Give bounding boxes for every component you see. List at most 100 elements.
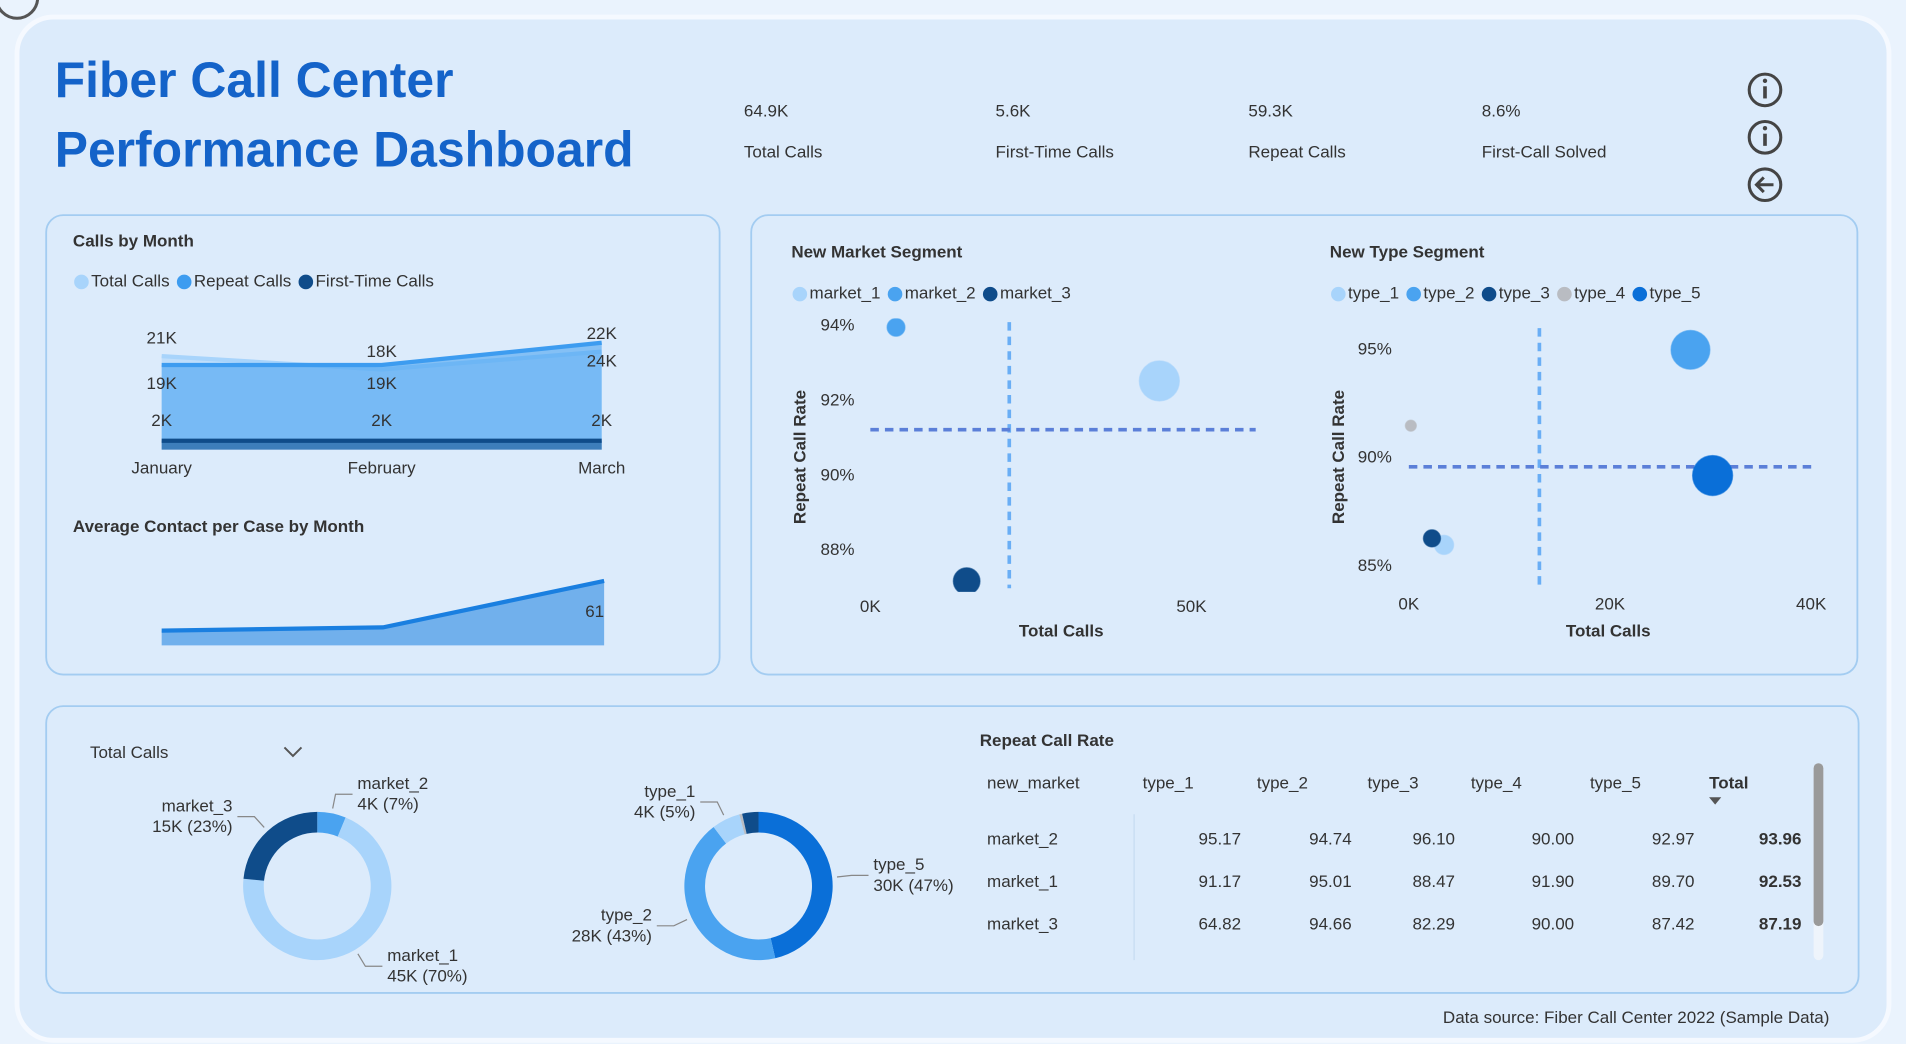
info-icon[interactable] bbox=[1747, 120, 1783, 155]
slice-label: type_1 bbox=[644, 782, 695, 801]
bubble bbox=[1404, 419, 1417, 432]
legend-label: type_5 bbox=[1650, 284, 1701, 303]
table-cell: 92.53 bbox=[1759, 872, 1802, 891]
data-label: 2K bbox=[151, 411, 172, 430]
x-axis-title: Total Calls bbox=[1566, 621, 1651, 640]
column-header[interactable]: type_1 bbox=[1143, 773, 1194, 792]
legend-marker bbox=[74, 274, 89, 290]
y-tick-label: 90% bbox=[821, 465, 855, 484]
table-cell: 96.10 bbox=[1412, 829, 1455, 848]
y-tick-label: 94% bbox=[821, 315, 855, 334]
legend-label: Repeat Calls bbox=[194, 271, 291, 290]
donut-slice bbox=[739, 813, 747, 835]
legend-marker bbox=[1481, 286, 1497, 302]
table-cell: 89.70 bbox=[1652, 872, 1695, 891]
table-cell: 87.19 bbox=[1759, 914, 1802, 933]
column-header[interactable]: type_3 bbox=[1368, 773, 1419, 792]
kpi-label: First-Time Calls bbox=[996, 143, 1114, 162]
plot-area bbox=[1404, 329, 1734, 556]
sort-caret[interactable] bbox=[1709, 797, 1722, 805]
table-cell: 94.74 bbox=[1309, 829, 1352, 848]
y-tick-label: 95% bbox=[1358, 339, 1392, 358]
legend-marker bbox=[1331, 286, 1346, 302]
bubble bbox=[1422, 529, 1442, 548]
x-tick-label: 40K bbox=[1796, 595, 1827, 614]
data-label: 24K bbox=[587, 352, 618, 371]
legend-marker bbox=[298, 274, 314, 290]
column-header[interactable]: type_4 bbox=[1471, 773, 1522, 792]
slicer[interactable]: Total Calls bbox=[90, 743, 303, 762]
slice-label: type_5 bbox=[873, 855, 924, 874]
table-cell: 90.00 bbox=[1532, 829, 1575, 848]
legend-label: type_3 bbox=[1499, 284, 1550, 303]
legend-label: type_4 bbox=[1574, 284, 1625, 303]
y-tick-label: 85% bbox=[1358, 556, 1392, 575]
donut-slice bbox=[317, 811, 346, 837]
data-label: 21K bbox=[147, 329, 178, 348]
x-tick-label: March bbox=[578, 459, 625, 478]
slice-value: 45K (70%) bbox=[387, 967, 467, 986]
kpi-value: 59.3K bbox=[1248, 101, 1293, 120]
slicer-label[interactable]: Total Calls bbox=[90, 743, 168, 762]
table-cell: 91.17 bbox=[1199, 872, 1242, 891]
scrollbar[interactable] bbox=[1813, 763, 1824, 927]
leader-line bbox=[237, 816, 265, 828]
bubble bbox=[1138, 360, 1181, 402]
kpi-value: 64.9K bbox=[744, 101, 789, 120]
kpi-label: Repeat Calls bbox=[1248, 143, 1345, 162]
leader-line bbox=[836, 874, 869, 878]
dashboard-title: Fiber Call Center Performance Dashboard bbox=[54, 52, 634, 178]
title-box: Fiber Call Center Performance Dashboard bbox=[54, 52, 634, 178]
table-cell: 95.01 bbox=[1309, 872, 1352, 891]
column-header[interactable]: type_5 bbox=[1590, 773, 1641, 792]
table-cell: 82.29 bbox=[1412, 914, 1455, 933]
column-header[interactable]: type_2 bbox=[1257, 773, 1308, 792]
legend-marker bbox=[1632, 286, 1648, 302]
y-tick-label: 90% bbox=[1358, 448, 1392, 467]
bubble bbox=[886, 318, 906, 337]
table-cell: 92.97 bbox=[1652, 829, 1695, 848]
leader-line bbox=[332, 793, 353, 809]
legend-label: type_1 bbox=[1348, 284, 1399, 303]
data-label: 61 bbox=[585, 602, 604, 621]
legend-marker bbox=[1557, 286, 1572, 302]
corner-icon[interactable] bbox=[0, 0, 40, 20]
x-tick-label: 20K bbox=[1595, 595, 1626, 614]
back-icon[interactable] bbox=[1747, 167, 1783, 203]
x-tick-label: January bbox=[131, 459, 192, 478]
legend-marker bbox=[176, 274, 192, 290]
info-icon[interactable] bbox=[1747, 72, 1783, 108]
slice-value: 30K (47%) bbox=[873, 876, 953, 895]
bubble bbox=[1670, 329, 1711, 370]
kpi-value: 8.6% bbox=[1482, 101, 1521, 120]
kpi-label: Total Calls bbox=[744, 143, 822, 162]
donut-slice bbox=[713, 814, 745, 844]
chart-title: New Market Segment bbox=[791, 242, 962, 261]
kpi-label: First-Call Solved bbox=[1482, 143, 1607, 162]
y-tick-label: 88% bbox=[821, 540, 855, 559]
chart-title: New Type Segment bbox=[1330, 242, 1485, 261]
panel bbox=[750, 214, 1859, 676]
legend-label: market_2 bbox=[905, 284, 976, 303]
plot-area bbox=[886, 318, 1181, 592]
legend-marker bbox=[982, 286, 998, 302]
legend-marker bbox=[792, 286, 808, 302]
legend-marker bbox=[887, 286, 903, 302]
legend-label: market_3 bbox=[1000, 284, 1071, 303]
table-cell: 95.17 bbox=[1199, 829, 1242, 848]
data-label: 18K bbox=[367, 342, 398, 361]
column-header[interactable]: Total bbox=[1709, 773, 1748, 792]
donut-slice bbox=[243, 811, 318, 881]
slice-value: 4K (5%) bbox=[634, 802, 695, 821]
data-label: 2K bbox=[591, 411, 612, 430]
table-title: Repeat Call Rate bbox=[980, 731, 1114, 750]
line bbox=[161, 340, 602, 368]
table-cell: 90.00 bbox=[1532, 914, 1575, 933]
chart-title: Average Contact per Case by Month bbox=[73, 517, 364, 536]
column-header[interactable]: new_market bbox=[987, 773, 1080, 792]
slicer-chevron[interactable] bbox=[283, 746, 303, 758]
bubble bbox=[952, 567, 981, 592]
table-cell: 87.42 bbox=[1652, 914, 1695, 933]
